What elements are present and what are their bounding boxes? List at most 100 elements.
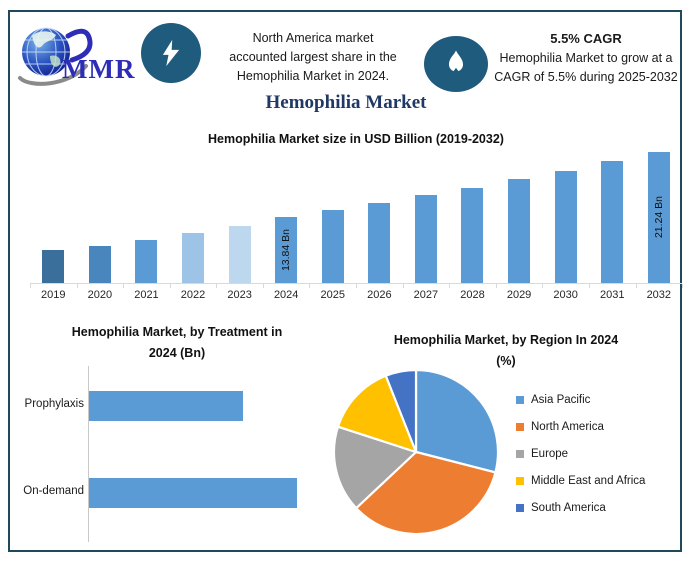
bar-2027 bbox=[414, 195, 437, 283]
axis-tick bbox=[404, 284, 451, 288]
legend-swatch bbox=[516, 396, 524, 404]
x-axis-label-2032: 2032 bbox=[646, 289, 672, 301]
legend-swatch bbox=[516, 450, 524, 458]
axis-tick bbox=[590, 284, 637, 288]
bar-2020 bbox=[88, 245, 111, 283]
treatment-chart-title: Hemophilia Market, by Treatment in 2024 … bbox=[12, 322, 342, 364]
bar-value-label: 13.84 Bn bbox=[280, 228, 293, 271]
axis-tick bbox=[217, 284, 264, 288]
axis-tick bbox=[543, 284, 590, 288]
cagr-title: 5.5% CAGR bbox=[550, 31, 622, 46]
legend-item-south-america: South America bbox=[516, 502, 645, 514]
treatment-title-line: Hemophilia Market, by Treatment in bbox=[71, 325, 283, 339]
pie-slice-asia-pacific bbox=[414, 368, 500, 474]
bar-2029 bbox=[508, 179, 531, 283]
legend-label: North America bbox=[531, 421, 604, 433]
axis-tick bbox=[264, 284, 311, 288]
legend-label: Middle East and Africa bbox=[531, 475, 646, 487]
category-label-on-demand: On-demand bbox=[23, 485, 84, 497]
bar-2019 bbox=[42, 250, 65, 283]
region-chart-title: Hemophilia Market, by Region In 2024 (%) bbox=[330, 330, 682, 372]
bar-2032: 21.24 Bn bbox=[647, 151, 670, 283]
x-axis-ticks bbox=[30, 284, 684, 288]
axis-tick bbox=[124, 284, 171, 288]
axis-tick bbox=[357, 284, 404, 288]
x-axis-labels: 2019 2020 2021 2022 2023 2024 2025 2026 2027 2028… bbox=[30, 289, 682, 301]
treatment-y-axis bbox=[88, 366, 89, 542]
pie-slice-north-america bbox=[354, 450, 497, 536]
bar-2023 bbox=[228, 225, 251, 283]
flame-badge bbox=[424, 36, 488, 92]
axis-tick bbox=[310, 284, 358, 288]
lightning-badge bbox=[141, 23, 201, 83]
region-legend: Asia Pacific North America Europe Middle Ea… bbox=[516, 394, 645, 514]
cagr-line: CAGR of 5.5% during 2025-2032 bbox=[494, 70, 678, 84]
bar-2022 bbox=[182, 232, 205, 283]
bar-2030 bbox=[554, 170, 577, 283]
x-axis-label-2023: 2023 bbox=[227, 289, 252, 301]
axis-tick bbox=[31, 284, 78, 288]
border-frame bbox=[8, 10, 682, 552]
legend-swatch bbox=[516, 423, 524, 431]
legend-swatch bbox=[516, 504, 524, 512]
axis-tick bbox=[78, 284, 125, 288]
bar-value-label: 21.24 Bn bbox=[652, 196, 665, 239]
north-america-note: North America market accounted largest s… bbox=[200, 29, 426, 86]
axis-tick bbox=[450, 284, 497, 288]
cagr-note: 5.5% CAGR Hemophilia Market to grow at a… bbox=[490, 29, 682, 87]
legend-swatch bbox=[516, 477, 524, 485]
bar-2025 bbox=[321, 210, 344, 283]
legend-label: Europe bbox=[531, 448, 569, 460]
treatment-chart: Hemophilia Market, by Treatment in 2024 … bbox=[12, 320, 342, 550]
bar-2021 bbox=[135, 239, 158, 283]
note-line: accounted largest share in the bbox=[229, 50, 397, 64]
pie-slice-middle-east-and-africa bbox=[336, 374, 418, 454]
x-axis-label-2019: 2019 bbox=[41, 289, 66, 301]
page-title: Hemophilia Market bbox=[265, 92, 427, 113]
bar-2031 bbox=[601, 161, 624, 283]
legend-item-middle-east-and-africa: Middle East and Africa bbox=[516, 475, 645, 487]
cagr-line: Hemophilia Market to grow at a bbox=[499, 51, 673, 65]
legend-item-north-america: North America bbox=[516, 421, 645, 433]
market-size-chart: Hemophilia Market size in USD Billion (2… bbox=[30, 127, 684, 307]
lightning-icon bbox=[162, 39, 180, 67]
x-axis-label-2020: 2020 bbox=[87, 289, 113, 301]
x-axis-label-2030: 2030 bbox=[553, 289, 578, 301]
mmr-logo: MMR bbox=[16, 22, 138, 90]
legend-label: Asia Pacific bbox=[531, 394, 591, 406]
bar-2028 bbox=[461, 187, 484, 283]
region-chart: Hemophilia Market, by Region In 2024 (%)… bbox=[330, 320, 682, 550]
axis-tick bbox=[637, 284, 684, 288]
note-line: Hemophilia Market in 2024. bbox=[236, 69, 390, 83]
bar-2026 bbox=[368, 202, 391, 283]
legend-item-asia-pacific: Asia Pacific bbox=[516, 394, 645, 406]
treatment-title-line: 2024 (Bn) bbox=[148, 346, 206, 360]
region-title-line: Hemophilia Market, by Region In 2024 bbox=[393, 333, 619, 347]
legend-label: South America bbox=[531, 502, 606, 514]
note-line: North America market bbox=[252, 31, 374, 45]
x-axis-label-2028: 2028 bbox=[460, 289, 485, 301]
flame-icon bbox=[448, 50, 464, 78]
x-axis-label-2022: 2022 bbox=[180, 289, 206, 301]
legend-item-europe: Europe bbox=[516, 448, 645, 460]
market-size-bars: 13.84 Bn 21.24 Bn bbox=[30, 149, 682, 284]
x-axis-label-2024: 2024 bbox=[273, 289, 299, 301]
bar-2024: 13.84 Bn bbox=[275, 216, 298, 283]
axis-tick bbox=[497, 284, 544, 288]
x-axis-label-2025: 2025 bbox=[320, 289, 345, 301]
bar-on-demand bbox=[89, 478, 297, 508]
logo-text: MMR bbox=[62, 54, 136, 84]
region-title-line: (%) bbox=[496, 354, 516, 368]
region-pie bbox=[332, 368, 500, 536]
x-axis-label-2027: 2027 bbox=[413, 289, 439, 301]
axis-tick bbox=[171, 284, 218, 288]
x-axis-label-2021: 2021 bbox=[134, 289, 159, 301]
pie-slice-south-america bbox=[384, 368, 418, 453]
globe-icon bbox=[18, 27, 93, 86]
market-size-chart-title: Hemophilia Market size in USD Billion (2… bbox=[208, 132, 504, 146]
category-label-prophylaxis: Prophylaxis bbox=[24, 398, 84, 410]
x-axis-label-2029: 2029 bbox=[506, 289, 532, 301]
x-axis-label-2031: 2031 bbox=[599, 289, 625, 301]
bar-prophylaxis bbox=[89, 391, 243, 421]
